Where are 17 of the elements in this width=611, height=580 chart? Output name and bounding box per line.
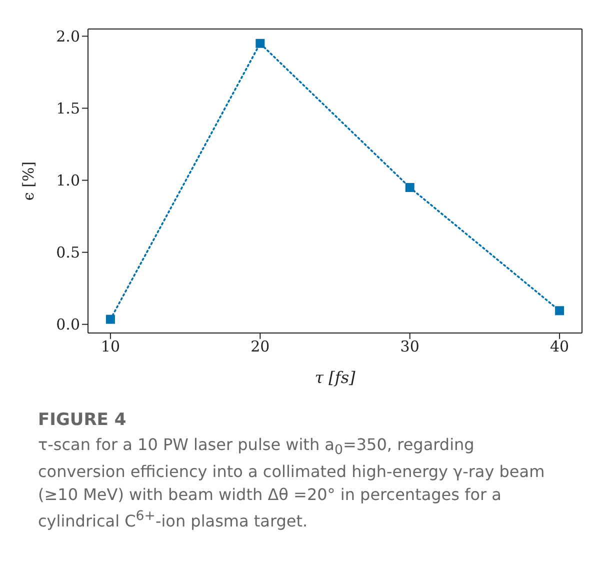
y-tick-label: 2.0 [56, 28, 80, 46]
y-tick-label: 1.0 [56, 172, 80, 190]
x-tick-label: 40 [550, 338, 570, 356]
x-tick-label: 10 [100, 338, 120, 356]
point [405, 182, 414, 192]
y-axis-title: ϵ [%] [19, 161, 38, 201]
point [555, 306, 564, 316]
point [256, 38, 265, 48]
y-tick-label: 1.5 [56, 100, 80, 118]
caption: FIGURE 4 [38, 409, 128, 432]
x-tick-label: 30 [400, 338, 420, 356]
point [106, 314, 115, 324]
x-axis-title: τ [fs] [314, 368, 356, 387]
y-tick-label: 0.5 [56, 244, 80, 262]
y-tick-label: 0.0 [56, 316, 80, 334]
text: τ-scan for a 10 PW laser pulse with a$_{0}$=350, regarding conversion efficiency into a collimated high-energy γ-ray beam (≥10 MeV) with beam width Δθ =20° in percentages for a cylindrical C$^{6+}$-ion plasma target. [38, 434, 546, 532]
x-tick-label: 20 [250, 338, 270, 356]
